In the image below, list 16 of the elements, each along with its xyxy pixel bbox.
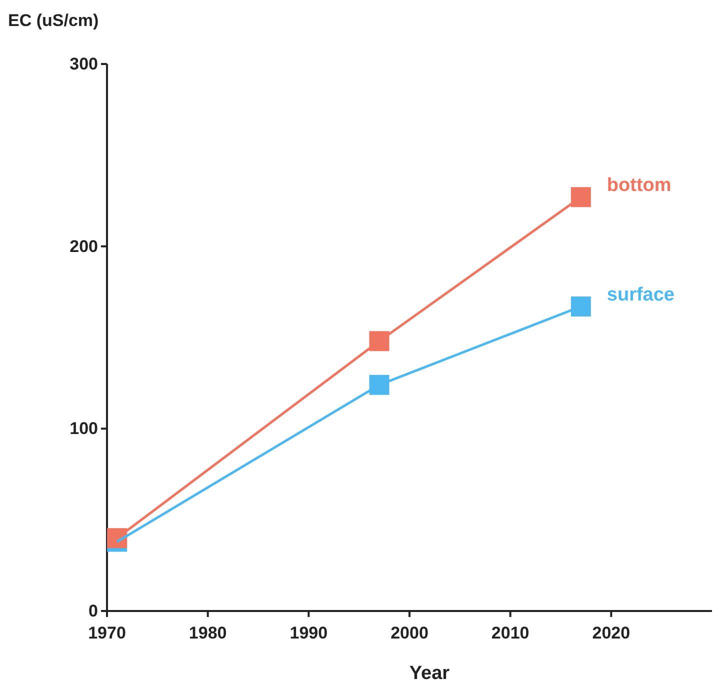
- x-tick-label: 2020: [592, 624, 630, 643]
- x-tick-label: 1970: [88, 624, 126, 643]
- x-tick-label: 2010: [491, 624, 530, 643]
- x-tick-label: 1990: [290, 624, 328, 643]
- point: [570, 187, 591, 208]
- y-tick-label: 300: [70, 54, 98, 74]
- point: [570, 296, 591, 317]
- y-tick-label: 0: [88, 601, 98, 620]
- y-tick-label: 200: [70, 236, 98, 256]
- x-tick-label: 1980: [188, 624, 227, 643]
- y-tick-label: 100: [70, 419, 98, 438]
- x-axis-title: Year: [409, 663, 450, 684]
- series-label: surface: [606, 284, 675, 306]
- x-tick-label: 2000: [390, 624, 428, 643]
- series-label: bottom: [606, 175, 672, 196]
- y-axis-title: EC (uS/cm): [8, 11, 99, 30]
